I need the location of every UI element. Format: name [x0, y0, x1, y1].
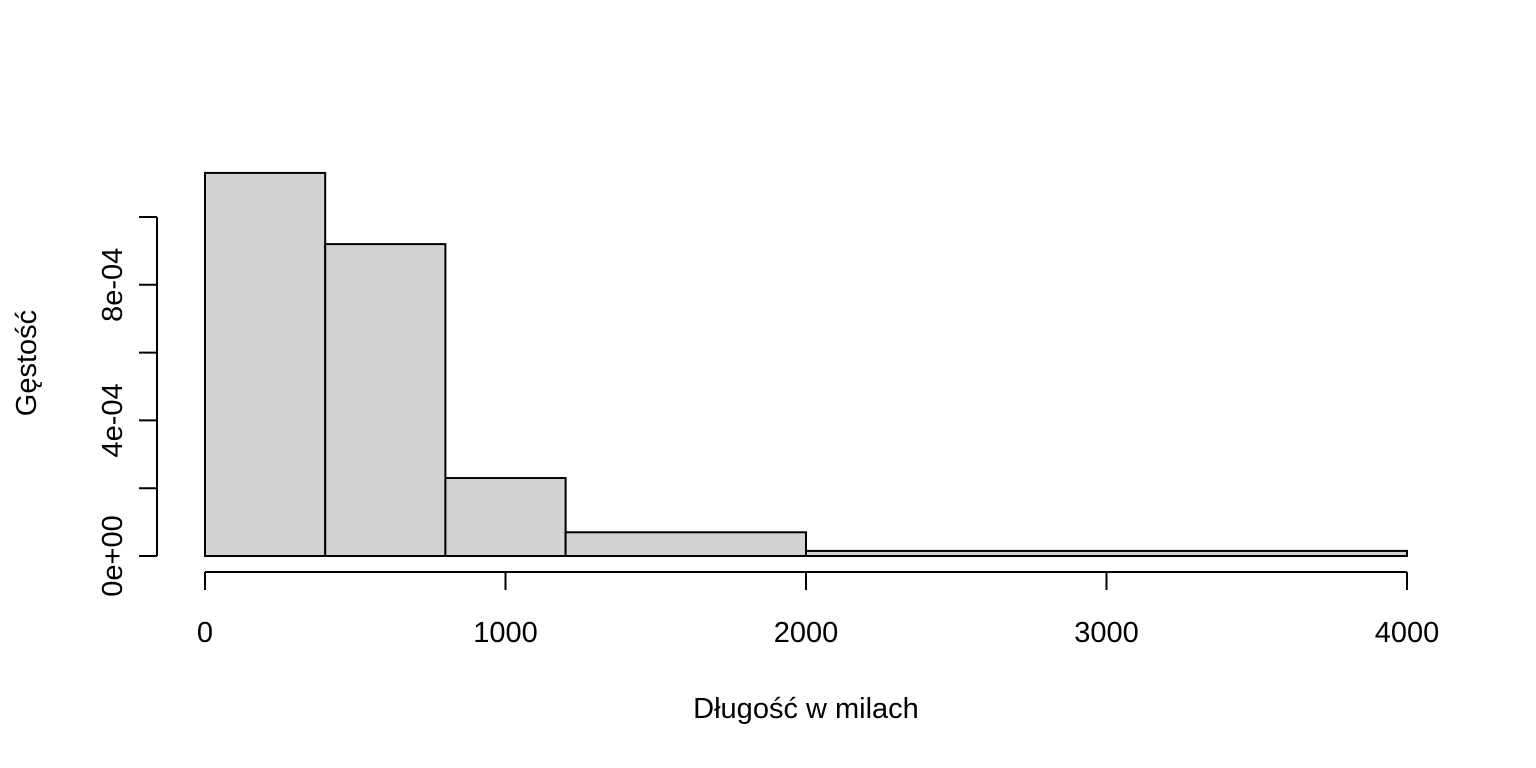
- histogram-bar: [324, 243, 447, 557]
- y-tick-label: 0e+00: [97, 515, 129, 596]
- x-tick-label: 2000: [774, 617, 839, 649]
- y-tick-label: 8e-04: [97, 248, 129, 322]
- y-axis-title: Gęstość: [11, 310, 43, 416]
- x-tick-label: 4000: [1375, 617, 1440, 649]
- x-tick-label: 1000: [473, 617, 538, 649]
- y-tick-label: 4e-04: [97, 383, 129, 457]
- histogram-bars: [204, 171, 1408, 558]
- histogram-bar: [805, 549, 1408, 557]
- histogram-bar: [564, 531, 807, 558]
- x-tick-label: 3000: [1074, 617, 1139, 649]
- x-tick-label: 0: [197, 617, 213, 649]
- x-axis-title: Długość w milach: [693, 693, 919, 725]
- x-axis: 0 1000 2000 3000 4000: [197, 571, 1440, 649]
- histogram-bar: [204, 171, 327, 557]
- y-axis: 0e+00 4e-04 8e-04: [97, 216, 158, 597]
- histogram-bar: [444, 477, 567, 557]
